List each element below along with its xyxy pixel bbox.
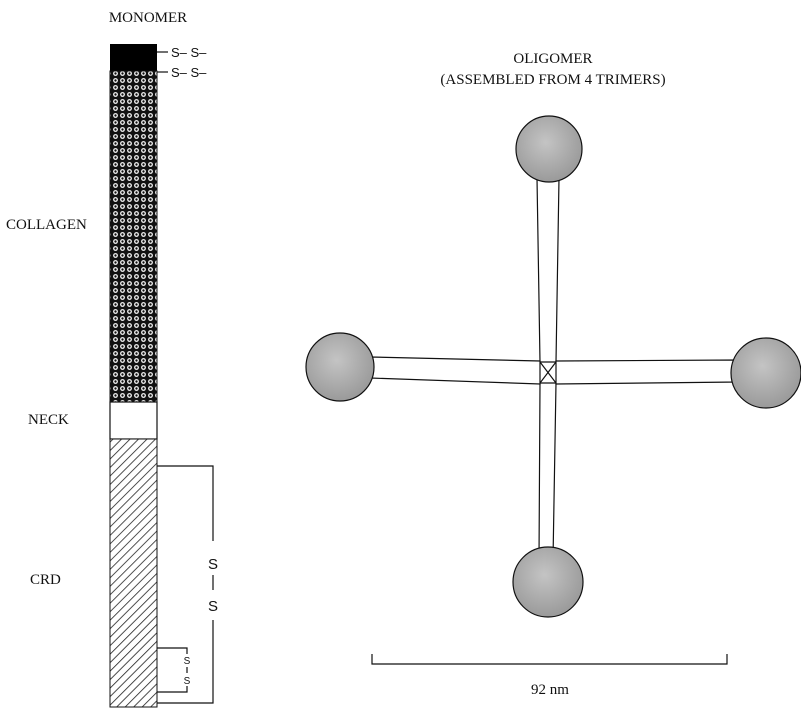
crd-small-bracket-lower <box>157 686 188 693</box>
crd-small-s1: S <box>184 656 191 667</box>
collagen-segment <box>109 70 158 403</box>
crd-bridge-s2: S <box>208 598 218 615</box>
crd-small-s2: S <box>184 676 191 687</box>
neck-segment <box>109 401 158 440</box>
crd-bracket-upper <box>157 465 214 541</box>
arm-bottom <box>538 382 557 561</box>
arm-cross-2 <box>539 361 557 384</box>
scale-label: 92 nm <box>531 682 569 698</box>
arm-top <box>536 177 560 363</box>
n-terminal-segment <box>110 44 157 71</box>
oligomer-subtitle: (ASSEMBLED FROM 4 TRIMERS) <box>440 72 665 88</box>
crd-label: CRD <box>30 572 61 588</box>
oligomer-arms <box>369 177 739 561</box>
disulfide-label-1: S– S– <box>171 45 207 60</box>
crd-bracket-lower <box>157 620 214 704</box>
crd-head-right <box>730 337 801 409</box>
monomer-title: MONOMER <box>109 10 187 26</box>
crd-bridge-s1: S <box>208 556 218 573</box>
crd-head-bottom <box>512 546 584 618</box>
crd-segment <box>109 438 158 708</box>
neck-label: NECK <box>28 412 69 428</box>
arm-right <box>555 359 739 385</box>
arm-left <box>369 356 541 385</box>
collagen-label: COLLAGEN <box>6 217 87 233</box>
oligomer-title: OLIGOMER <box>513 51 592 67</box>
disulfide-label-2: S– S– <box>171 65 207 80</box>
crd-head-top <box>515 115 583 183</box>
scale-bar <box>371 654 728 665</box>
crd-head-left <box>305 332 375 402</box>
crd-small-bracket-upper <box>157 647 188 654</box>
